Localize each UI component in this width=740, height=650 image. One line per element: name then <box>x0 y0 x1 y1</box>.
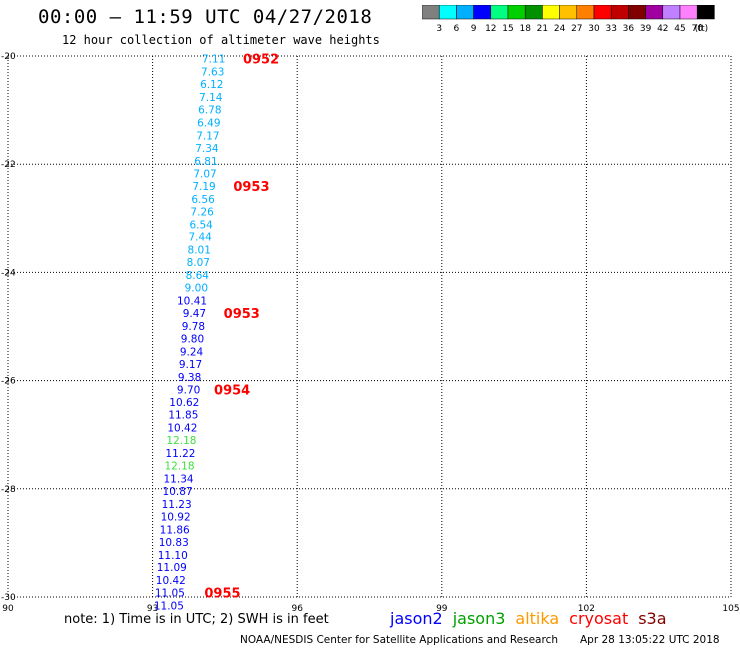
pass-time-label: 0952 <box>243 53 279 68</box>
pass-time-label: 0953 <box>224 307 260 322</box>
wave-height-value: 10.87 <box>163 486 193 498</box>
wave-height-value: 10.62 <box>169 397 199 409</box>
colorbar-label: 30 <box>588 24 600 34</box>
pass-time-label: 0953 <box>233 180 269 195</box>
y-tick-label: -30 <box>1 593 16 603</box>
legend-entry-altika: altika <box>515 609 560 628</box>
wave-height-value: 9.17 <box>179 359 202 371</box>
wave-height-value: 7.63 <box>201 67 224 79</box>
wave-height-value: 9.70 <box>177 384 200 396</box>
colorbar-label: 42 <box>657 24 668 34</box>
wave-height-value: 7.07 <box>193 168 216 180</box>
wave-height-value: 11.05 <box>154 601 184 613</box>
wave-height-value: 7.44 <box>188 232 212 244</box>
colorbar: 3 6 9 12 15 18 21 24 27 30 33 36 39 42 45 70(ft) <box>422 5 715 34</box>
wave-height-value: 11.05 <box>155 588 185 600</box>
y-tick-label: -20 <box>1 52 16 62</box>
pass-time-label: 0954 <box>214 383 250 398</box>
colorbar-label: 18 <box>519 24 531 34</box>
colorbar-label: 24 <box>554 24 566 34</box>
wave-height-value: 8.07 <box>187 257 210 269</box>
wave-height-value: 7.17 <box>196 131 219 143</box>
legend-entry-cryosat: cryosat <box>569 609 629 628</box>
colorbar-label: 15 <box>502 24 513 34</box>
wave-height-value: 6.81 <box>194 156 217 168</box>
wave-height-value: 9.80 <box>181 333 204 345</box>
pass-time-label: 0955 <box>204 587 240 602</box>
colorbar-label: 3 <box>436 24 442 34</box>
colorbar-swatch <box>696 5 715 20</box>
wave-height-value: 12.18 <box>164 461 194 473</box>
wave-height-value: 7.14 <box>199 92 223 104</box>
footer-note: note: 1) Time is in UTC; 2) SWH is in fe… <box>64 612 329 627</box>
satellite-legend: jason2 jason3 altika cryosat s3a <box>390 609 677 628</box>
wave-height-value: 11.09 <box>157 562 187 574</box>
colorbar-label: 36 <box>623 24 635 34</box>
wave-height-value: 9.00 <box>185 283 208 295</box>
wave-height-value: 10.41 <box>177 296 207 308</box>
legend-entry-jason2: jason2 <box>390 609 443 628</box>
colorbar-label: 70 <box>691 24 703 34</box>
colorbar-label: 39 <box>640 24 652 34</box>
wave-height-value: 7.11 <box>202 54 225 66</box>
footer-timestamp: Apr 28 13:05:22 UTC 2018 <box>580 634 720 646</box>
wave-height-value: 10.42 <box>156 575 186 587</box>
y-tick-label: -28 <box>1 485 16 495</box>
chart-title: 00:00 – 11:59 UTC 04/27/2018 <box>38 6 373 28</box>
x-tick-label: 105 <box>722 604 739 614</box>
colorbar-label: 45 <box>674 24 685 34</box>
legend-entry-jason3: jason3 <box>452 609 506 628</box>
wave-height-value: 9.47 <box>183 308 206 320</box>
wave-height-value: 8.01 <box>188 245 211 257</box>
wave-height-value: 7.26 <box>190 206 214 218</box>
y-tick-label: -26 <box>1 377 16 387</box>
wave-height-value: 9.38 <box>178 372 201 384</box>
colorbar-label: 21 <box>537 24 548 34</box>
plot-frame <box>7 55 732 598</box>
wave-height-value: 9.78 <box>182 321 205 333</box>
wave-height-value: 6.54 <box>189 219 213 231</box>
colorbar-label: 12 <box>485 24 496 34</box>
wave-height-value: 11.85 <box>168 410 198 422</box>
footer-source: NOAA/NESDIS Center for Satellite Applica… <box>240 634 558 646</box>
colorbar-label: 33 <box>605 24 616 34</box>
wave-height-value: 10.42 <box>167 423 197 435</box>
y-tick-label: -22 <box>1 160 16 170</box>
chart-subtitle: 12 hour collection of altimeter wave hei… <box>62 33 380 47</box>
wave-height-value: 6.56 <box>191 194 215 206</box>
wave-height-value: 11.22 <box>165 448 195 460</box>
wave-height-value: 10.83 <box>159 537 189 549</box>
wave-height-value: 11.86 <box>160 524 190 536</box>
wave-height-value: 11.10 <box>158 550 188 562</box>
wave-height-value: 7.34 <box>195 143 219 155</box>
colorbar-label: 6 <box>454 24 460 34</box>
wave-height-value: 11.23 <box>162 499 192 511</box>
wave-height-value: 6.78 <box>198 105 221 117</box>
wave-height-value: 11.34 <box>164 474 194 486</box>
x-tick-label: 96 <box>291 604 303 614</box>
y-tick-label: -24 <box>1 268 16 278</box>
wave-height-value: 12.18 <box>166 435 196 447</box>
wave-height-value: 6.49 <box>197 118 220 130</box>
wave-height-value: 9.24 <box>180 346 204 358</box>
wave-height-value: 10.92 <box>161 511 191 523</box>
x-tick-label: 102 <box>578 604 595 614</box>
colorbar-unit: (ft) <box>695 24 709 34</box>
x-tick-label: 99 <box>436 604 448 614</box>
colorbar-label: 9 <box>471 24 477 34</box>
x-tick-label: 90 <box>2 604 14 614</box>
wave-height-value: 6.12 <box>200 79 223 91</box>
wave-height-value: 8.64 <box>186 270 210 282</box>
colorbar-label: 27 <box>571 24 582 34</box>
legend-entry-s3a: s3a <box>638 609 667 628</box>
x-tick-label: 93 <box>147 604 158 614</box>
wave-height-value: 7.19 <box>192 181 215 193</box>
